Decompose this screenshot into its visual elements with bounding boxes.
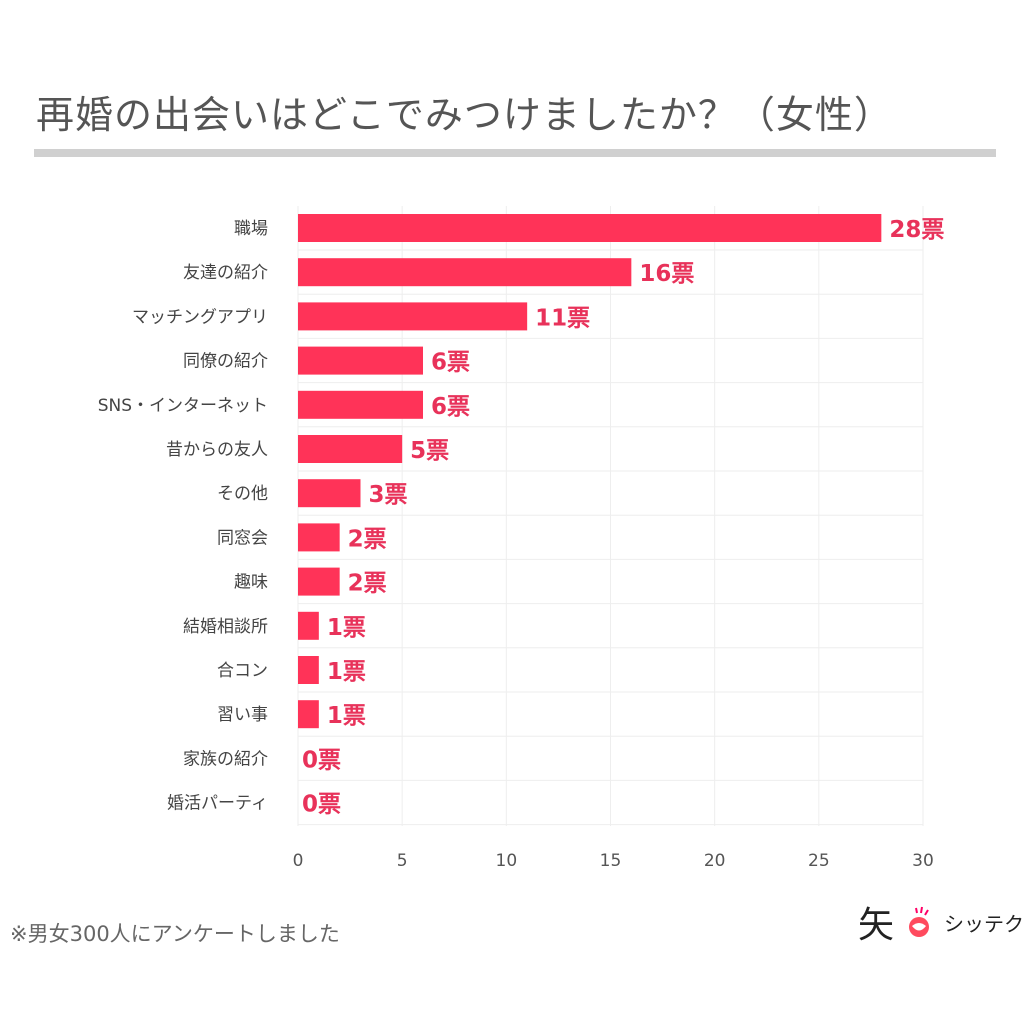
x-tick-label: 30	[912, 851, 934, 871]
data-label: 1票	[327, 703, 366, 729]
data-label: 1票	[327, 615, 366, 641]
data-label: 28票	[889, 217, 944, 243]
category-label: 婚活パーティ	[167, 794, 268, 814]
bar	[298, 567, 340, 596]
category-label: 家族の紹介	[183, 749, 268, 769]
x-tick-label: 25	[808, 851, 830, 871]
logo: 矢 シッテク	[858, 896, 1024, 948]
x-tick-label: 20	[704, 851, 726, 871]
bar	[298, 214, 882, 242]
data-label: 11票	[535, 305, 590, 331]
data-label: 2票	[348, 571, 387, 597]
category-label: マッチングアプリ	[132, 307, 268, 327]
x-tick-label: 0	[293, 851, 304, 871]
chart-title: 再婚の出会いはどこでみつけましたか？（女性）	[36, 93, 893, 137]
smiling-face-icon	[909, 906, 930, 937]
data-label: 6票	[431, 350, 470, 376]
bar	[298, 523, 340, 552]
category-label: 職場	[234, 219, 268, 239]
data-label: 0票	[302, 792, 341, 818]
data-label: 6票	[431, 394, 470, 420]
data-label: 1票	[327, 659, 366, 685]
bar	[298, 479, 361, 508]
category-label: 趣味	[234, 573, 268, 593]
bar	[298, 700, 319, 729]
data-label: 0票	[302, 747, 341, 773]
logo-kanji: 矢	[858, 905, 895, 946]
title-divider	[34, 149, 996, 157]
category-label: SNS・インターネット	[98, 396, 268, 416]
category-label: 習い事	[217, 705, 268, 725]
category-label: 合コン	[217, 661, 268, 681]
data-label: 16票	[639, 261, 694, 287]
bar	[298, 611, 319, 640]
bar	[298, 435, 403, 463]
category-label: 同僚の紹介	[183, 352, 268, 372]
category-label: 同窓会	[217, 528, 268, 548]
data-label: 2票	[348, 526, 387, 552]
x-tick-label: 10	[496, 851, 518, 871]
category-label: 昔からの友人	[166, 440, 268, 460]
bar	[298, 656, 319, 684]
category-label: 友達の紹介	[183, 263, 268, 283]
category-label: 結婚相談所	[183, 617, 268, 637]
bar	[298, 258, 632, 287]
data-label: 3票	[369, 482, 408, 508]
data-label: 5票	[410, 438, 449, 464]
bar	[298, 346, 423, 375]
category-label: その他	[217, 484, 268, 504]
bar	[298, 302, 528, 331]
x-tick-label: 15	[600, 851, 622, 871]
bar	[298, 390, 423, 419]
logo-text: シッテク	[944, 911, 1024, 936]
x-tick-label: 5	[397, 851, 408, 871]
footnote: ※男女300人にアンケートしました	[10, 922, 340, 946]
